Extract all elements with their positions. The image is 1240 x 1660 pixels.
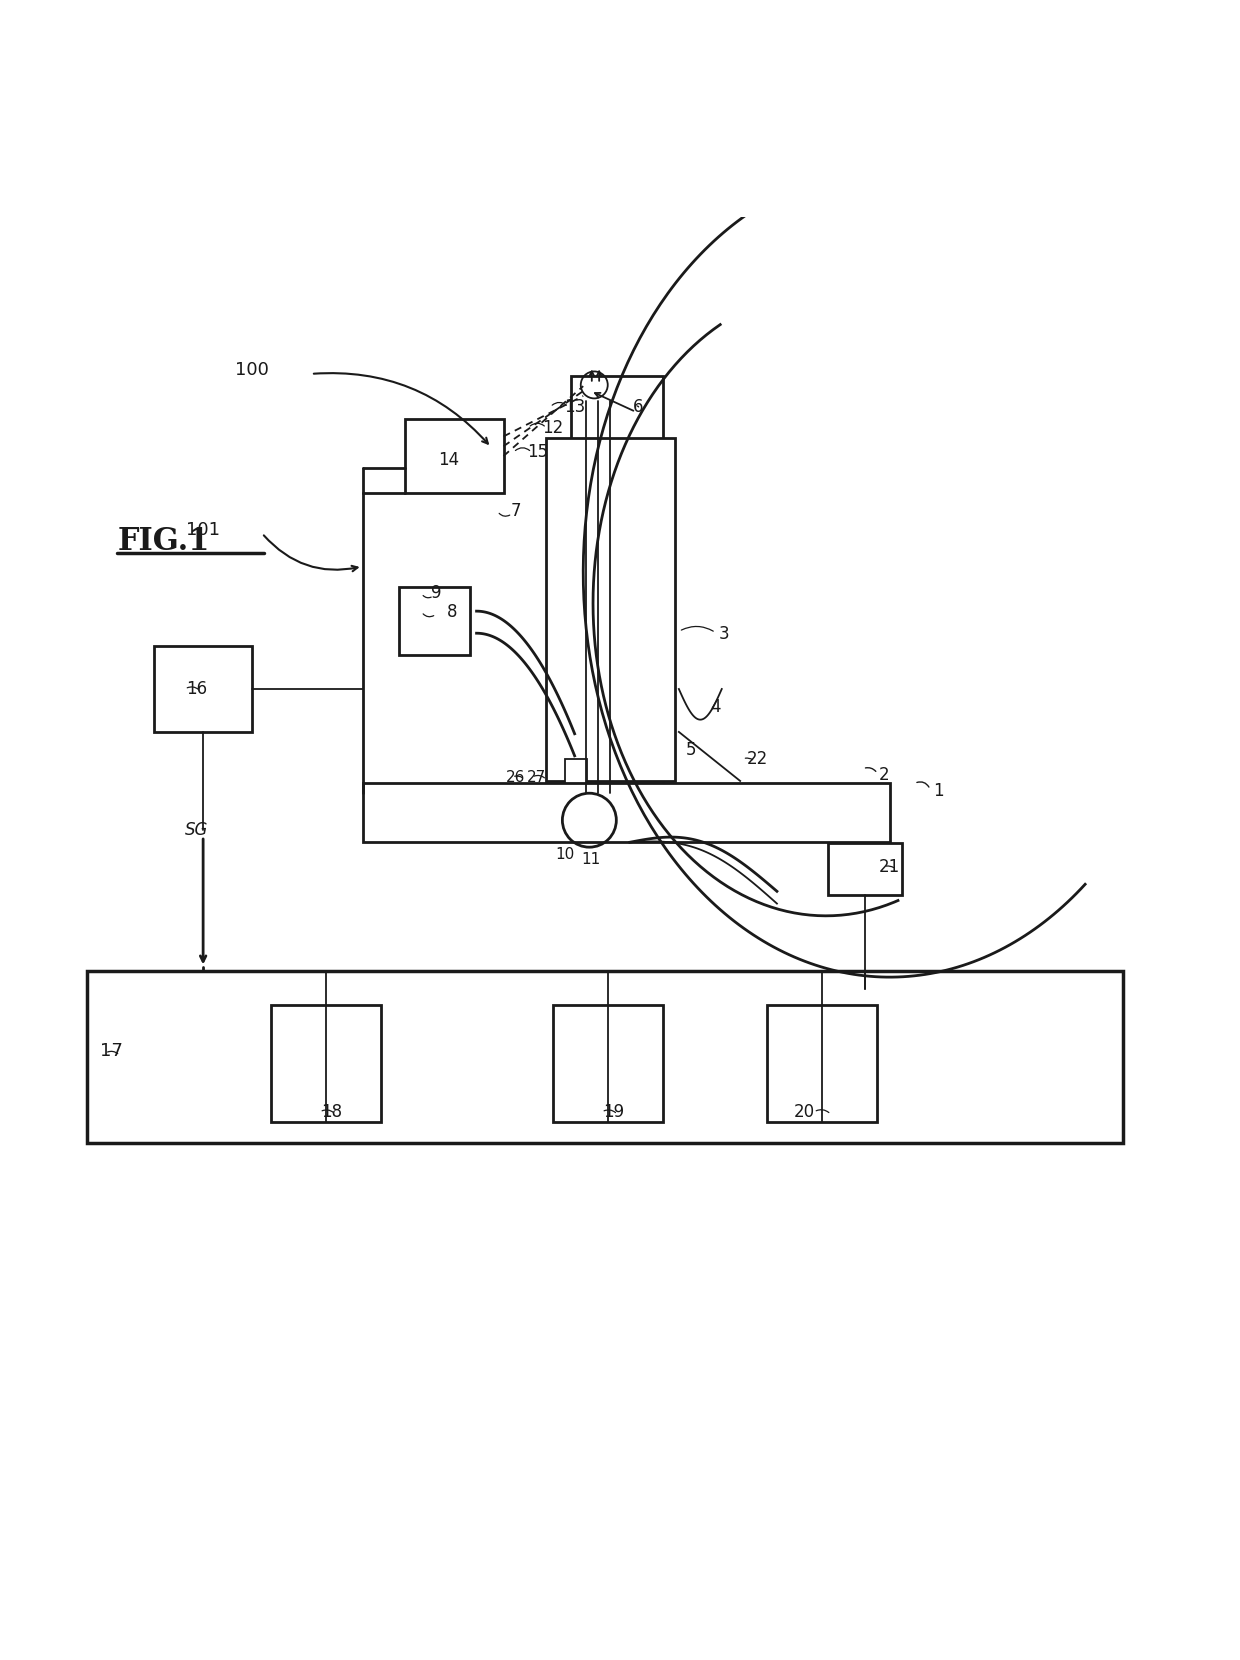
Text: FIG.1: FIG.1 (118, 526, 210, 558)
Bar (87, 971, 1122, 1142)
Text: 16: 16 (186, 681, 207, 697)
Text: 11: 11 (582, 852, 600, 867)
Bar (828, 843, 901, 895)
Bar (565, 759, 587, 784)
Text: SG: SG (185, 822, 208, 838)
Text: 3: 3 (719, 624, 729, 642)
Text: 8: 8 (446, 603, 458, 621)
Text: 21: 21 (879, 858, 900, 876)
Text: 20: 20 (794, 1102, 815, 1120)
Text: 4: 4 (711, 699, 720, 717)
Text: 2: 2 (878, 765, 889, 784)
Text: 1: 1 (934, 782, 944, 800)
Text: 27: 27 (527, 770, 547, 785)
Text: 101: 101 (186, 521, 221, 538)
Text: 10: 10 (556, 847, 574, 862)
Text: 9: 9 (430, 584, 441, 603)
Bar (768, 1006, 878, 1122)
Text: 6: 6 (634, 398, 644, 417)
Text: 18: 18 (321, 1102, 342, 1120)
Text: 17: 17 (99, 1042, 123, 1059)
Text: 26: 26 (506, 770, 526, 785)
Bar (547, 438, 675, 780)
Text: 7: 7 (511, 503, 521, 520)
Text: 14: 14 (438, 452, 459, 468)
Bar (553, 1006, 663, 1122)
Bar (154, 646, 252, 732)
Text: 100: 100 (236, 362, 269, 378)
Text: 15: 15 (527, 443, 548, 461)
Bar (405, 420, 503, 493)
Bar (362, 784, 890, 842)
Text: 12: 12 (542, 418, 563, 437)
Text: 22: 22 (746, 750, 768, 769)
Text: 5: 5 (686, 742, 697, 759)
Bar (570, 377, 663, 793)
Text: 19: 19 (604, 1102, 625, 1120)
Text: 13: 13 (564, 398, 585, 417)
Bar (270, 1006, 381, 1122)
Bar (399, 588, 470, 654)
